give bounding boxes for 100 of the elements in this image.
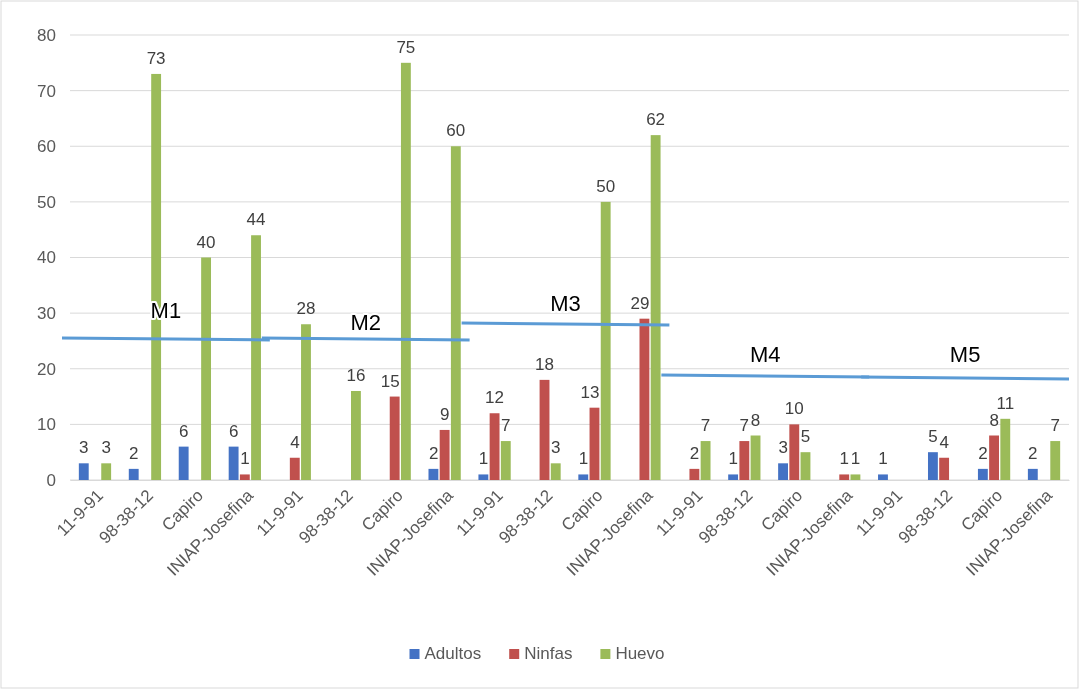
bar bbox=[589, 407, 600, 480]
data-label: 1 bbox=[850, 449, 861, 469]
data-label: 1 bbox=[578, 449, 589, 469]
data-label: 12 bbox=[485, 388, 505, 408]
data-label: 16 bbox=[346, 366, 366, 385]
data-label: 15 bbox=[380, 371, 400, 391]
data-label: 5 bbox=[800, 427, 811, 447]
y-tick-label: 30 bbox=[37, 304, 56, 324]
bar bbox=[1050, 441, 1061, 480]
y-tick-label: 70 bbox=[37, 81, 56, 101]
bar bbox=[389, 396, 400, 480]
bar bbox=[78, 463, 89, 480]
bar bbox=[750, 435, 761, 480]
data-label: 7 bbox=[1050, 416, 1060, 436]
bar bbox=[878, 474, 888, 480]
bar bbox=[789, 424, 800, 480]
data-label: 8 bbox=[989, 410, 1000, 430]
data-label: 9 bbox=[440, 404, 450, 424]
bar bbox=[301, 324, 311, 480]
data-label: 10 bbox=[784, 399, 804, 419]
bar bbox=[500, 441, 511, 480]
data-label: 75 bbox=[396, 37, 416, 57]
bar bbox=[839, 474, 850, 480]
data-label: 50 bbox=[596, 176, 616, 196]
data-label: 1 bbox=[878, 449, 888, 469]
bar bbox=[289, 457, 300, 480]
y-tick-label: 80 bbox=[37, 25, 56, 45]
bar bbox=[800, 452, 811, 480]
bar bbox=[1000, 418, 1011, 480]
data-label: 2 bbox=[128, 443, 139, 463]
annotation: M2 bbox=[350, 310, 381, 335]
data-label: 5 bbox=[928, 427, 938, 447]
data-label: 1 bbox=[478, 449, 489, 469]
bar bbox=[1027, 468, 1038, 480]
data-label: 13 bbox=[580, 382, 600, 402]
data-label: 60 bbox=[446, 121, 466, 141]
bar bbox=[739, 441, 750, 480]
data-label: 2 bbox=[978, 443, 988, 463]
bar bbox=[489, 413, 500, 480]
bar bbox=[650, 135, 661, 480]
bar bbox=[639, 318, 650, 480]
bar bbox=[450, 146, 461, 480]
data-label: 3 bbox=[101, 438, 111, 458]
data-label: 7 bbox=[501, 416, 511, 436]
y-tick-label: 60 bbox=[37, 137, 56, 157]
data-label: 1 bbox=[839, 449, 849, 469]
data-label: 2 bbox=[689, 443, 700, 463]
bar bbox=[578, 474, 589, 480]
data-label: 3 bbox=[551, 438, 561, 458]
bar bbox=[400, 62, 411, 480]
data-label: 2 bbox=[428, 443, 439, 463]
data-label: 7 bbox=[700, 416, 711, 436]
annotation: M4 bbox=[750, 342, 781, 367]
bar bbox=[927, 452, 938, 480]
data-label: 40 bbox=[196, 232, 216, 252]
data-label: 6 bbox=[178, 421, 189, 441]
bar bbox=[850, 474, 861, 480]
data-label: 62 bbox=[646, 110, 666, 130]
bar bbox=[439, 429, 450, 480]
y-tick-label: 50 bbox=[37, 192, 56, 212]
data-label: 6 bbox=[228, 421, 239, 441]
bar bbox=[478, 474, 489, 480]
bar bbox=[539, 379, 550, 480]
data-label: 28 bbox=[296, 299, 316, 319]
data-label: 7 bbox=[739, 416, 750, 436]
bar bbox=[351, 391, 361, 480]
bar bbox=[128, 468, 139, 480]
bar bbox=[178, 446, 189, 480]
bar bbox=[977, 468, 988, 480]
bar bbox=[728, 474, 739, 480]
y-tick-label: 20 bbox=[37, 359, 56, 379]
bar bbox=[550, 463, 561, 480]
bar bbox=[600, 201, 611, 480]
y-tick-label: 10 bbox=[37, 415, 56, 435]
bar bbox=[939, 457, 950, 480]
legend-label: Adultos bbox=[424, 644, 482, 663]
annotation: M5 bbox=[949, 342, 981, 367]
data-label: 1 bbox=[240, 449, 250, 469]
y-tick-label: 0 bbox=[46, 470, 56, 490]
data-label: 73 bbox=[146, 48, 166, 68]
data-label: 1 bbox=[728, 449, 739, 469]
data-label: 8 bbox=[750, 410, 761, 430]
data-label: 44 bbox=[246, 210, 266, 230]
bar bbox=[689, 468, 700, 480]
bar bbox=[778, 463, 788, 480]
data-label: 29 bbox=[630, 293, 650, 313]
bar bbox=[239, 474, 250, 480]
bar bbox=[989, 435, 1000, 480]
bar bbox=[251, 235, 261, 480]
data-label: 3 bbox=[778, 438, 788, 458]
bar bbox=[228, 446, 239, 480]
data-label: 3 bbox=[79, 438, 89, 458]
bar bbox=[700, 441, 711, 480]
data-label: 11 bbox=[996, 393, 1015, 413]
bar bbox=[101, 463, 112, 480]
data-label: 18 bbox=[535, 354, 554, 374]
data-label: 4 bbox=[290, 432, 300, 452]
bar bbox=[201, 257, 212, 480]
bar bbox=[428, 468, 439, 480]
data-label: 4 bbox=[939, 432, 949, 452]
